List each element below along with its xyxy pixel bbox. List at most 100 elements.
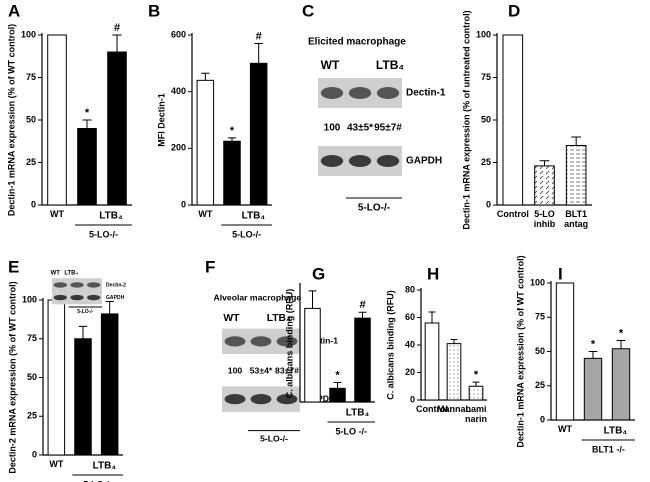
- group-label: LTB₄: [346, 408, 370, 419]
- x-tick-label-box: BLT1 antag: [564, 209, 589, 229]
- quantification: 100: [228, 365, 243, 375]
- y-tick-label: 600: [171, 29, 186, 39]
- error-bar: [539, 160, 550, 166]
- x-tick-label: Mannan: [437, 404, 471, 414]
- error-bar: [308, 290, 317, 309]
- bar: [47, 299, 66, 456]
- bar: [107, 51, 127, 206]
- error-bar: [82, 119, 92, 129]
- x-tick-label-box: WT: [50, 209, 64, 219]
- blot-band: [376, 155, 400, 167]
- y-tick-label: 50: [26, 114, 36, 124]
- blot-band: [53, 294, 67, 301]
- bar: [100, 313, 119, 456]
- error-bar: [450, 339, 458, 344]
- lane-label: WT: [51, 270, 61, 276]
- y-axis-label: Dectin-2 mRNA expression (% of WT contro…: [7, 281, 17, 473]
- y-tick-label: 50: [481, 114, 491, 124]
- x-tick-label: Control: [496, 209, 529, 219]
- blot-band: [376, 87, 400, 99]
- y-tick-label: 80: [405, 284, 415, 294]
- x-tick-label: WT: [558, 424, 572, 434]
- bar: [196, 79, 215, 206]
- lane-label: WT: [321, 58, 340, 72]
- error-bar: [201, 72, 210, 81]
- annotation: *: [619, 327, 624, 339]
- error-bar: [227, 137, 237, 142]
- group-label: LTB₄: [99, 211, 123, 222]
- blot-band: [70, 294, 84, 301]
- y-tick-label: 50: [27, 372, 37, 382]
- band-label: GAPDH: [106, 295, 125, 301]
- group-label: 5-LO-/-: [77, 309, 94, 315]
- y-tick-label: 25: [481, 157, 491, 167]
- bar: [249, 62, 268, 206]
- y-tick-label: 75: [535, 312, 545, 322]
- band-label: GAPDH: [406, 156, 442, 167]
- y-tick-label: 0: [32, 449, 37, 459]
- blot-title: Elicited macrophage: [308, 37, 406, 48]
- x-tick-label-box: Mannan: [437, 404, 471, 414]
- bar: [565, 145, 587, 206]
- y-tick-label: 100: [530, 277, 545, 287]
- y-axis-label: C. albicans binding (RFU): [284, 289, 294, 399]
- bar: [329, 387, 346, 403]
- error-bar: [428, 311, 436, 323]
- blot-band: [87, 294, 101, 301]
- y-tick-label: 100: [22, 294, 37, 304]
- x-tick-label: Control: [416, 404, 448, 414]
- x-tick-label: 5-LO inhib: [533, 209, 556, 229]
- x-tick-label-box: Control: [416, 404, 448, 414]
- quantification: 43±5*: [347, 123, 373, 134]
- bar: [468, 385, 484, 401]
- blot-band: [276, 336, 298, 347]
- x-tick-label-box: WT: [558, 424, 572, 434]
- annotation: #: [359, 299, 365, 311]
- y-tick-label: 400: [171, 86, 186, 96]
- bar: [611, 348, 631, 421]
- y-tick-label: 50: [535, 346, 545, 356]
- y-tick-label: 200: [171, 143, 186, 153]
- annotation: *: [85, 107, 90, 119]
- y-tick-label: 100: [21, 29, 36, 39]
- band-label: Dectin-1: [406, 88, 446, 99]
- y-tick-label: 60: [405, 312, 415, 322]
- blot-title: Alveolar macrophage: [214, 292, 302, 302]
- y-axis-label: MFI Dectin-1: [156, 93, 166, 147]
- panel-letter: H: [427, 264, 439, 283]
- y-tick-label: 25: [27, 411, 37, 421]
- bar: [223, 140, 241, 206]
- bar: [47, 34, 67, 206]
- panel-letter: F: [205, 257, 215, 276]
- y-tick-label: 0: [410, 394, 415, 404]
- group-label: 5-LO-/-: [358, 203, 390, 214]
- x-tick-label: BLT1 antag: [564, 209, 589, 229]
- error-bar: [254, 43, 263, 64]
- bar: [502, 34, 524, 206]
- blot-band: [250, 394, 272, 405]
- blot-band: [348, 155, 372, 167]
- error-bar: [78, 325, 88, 339]
- panel-letter: C: [302, 1, 314, 20]
- quantification: 53±4*: [250, 365, 273, 375]
- error-bar: [588, 351, 598, 359]
- quantification: 83±7#: [275, 365, 299, 375]
- lane-label: LTB₄: [267, 313, 291, 324]
- y-tick-label: 0: [181, 199, 186, 209]
- x-tick-label: Lami narin: [464, 404, 487, 424]
- y-tick-label: 0: [31, 199, 36, 209]
- blot-band: [224, 394, 246, 405]
- lane-label: LTB₄: [376, 58, 404, 72]
- y-tick-label: 0: [486, 199, 491, 209]
- blot-band: [320, 155, 344, 167]
- y-tick-label: 0: [540, 414, 545, 424]
- band-label: Dectin-1: [304, 336, 338, 346]
- blot-band: [276, 394, 298, 405]
- error-bar: [358, 311, 367, 319]
- lane-label: LTB₄: [64, 270, 78, 276]
- lane-label: WT: [223, 313, 240, 324]
- bar: [77, 128, 97, 206]
- blot-band: [348, 87, 372, 99]
- error-bar: [472, 381, 480, 387]
